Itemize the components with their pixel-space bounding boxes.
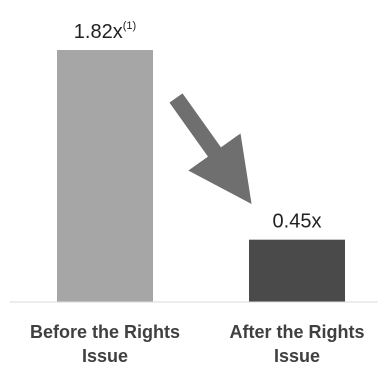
data-label-2: 0.45x [273,211,322,233]
category-label-line: Before the Rights [30,322,180,342]
data-label-value: 1.82x [74,21,123,43]
bar-1 [57,50,153,302]
decrease-arrow-icon [169,93,252,205]
category-label-line: Issue [82,346,128,365]
footnote-mark: (1) [123,20,136,32]
bars-group [57,50,345,302]
category-label-line: Issue [274,346,320,365]
category-label-2: After the Rights Issue [230,322,365,365]
category-label-line: After the Rights [230,322,365,342]
labels-group: 1.82x(1) Before the Rights Issue 0.45x After… [30,20,365,365]
category-label-1: Before the Rights Issue [30,322,180,365]
data-label-1: 1.82x(1) [74,20,136,43]
data-label-value: 0.45x [273,211,322,233]
bar-2 [249,239,345,302]
